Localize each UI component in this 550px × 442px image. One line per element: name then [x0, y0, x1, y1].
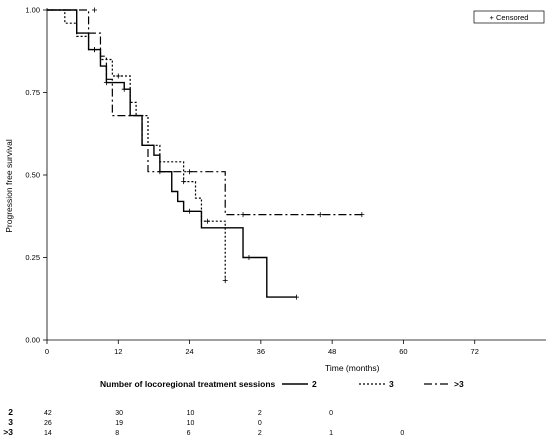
censored-legend-text: + Censored: [490, 13, 529, 22]
series-group: [47, 9, 228, 284]
risk-count: 6: [187, 430, 191, 437]
risk-count: 2: [258, 410, 262, 417]
y-tick-label: 0.50: [25, 171, 40, 180]
x-tick-label: 24: [185, 347, 193, 356]
legend-label: >3: [454, 379, 464, 389]
censor-mark: [181, 179, 187, 185]
chart-axes: 0.00 0.25 0.50 0.75 1.00 0 12 24 36 48 60 72: [25, 6, 546, 356]
series-line: [47, 9, 297, 298]
x-tick-label: 0: [45, 347, 49, 356]
legend-title: Number of locoregional treatment session…: [100, 379, 276, 389]
series-line: [47, 9, 226, 281]
series-line: [47, 9, 362, 216]
series-legend: Number of locoregional treatment session…: [100, 379, 464, 389]
censor-mark: [187, 169, 193, 175]
censor-mark: [92, 7, 98, 13]
y-tick-label: 0.25: [25, 253, 40, 262]
risk-count: 8: [115, 430, 119, 437]
risk-count: 30: [115, 410, 123, 417]
censor-mark: [115, 73, 121, 79]
series-group: [47, 7, 365, 218]
y-tick-label: 1.00: [25, 6, 40, 15]
x-tick-label: 36: [257, 347, 265, 356]
censor-mark: [103, 80, 109, 86]
risk-count: 26: [44, 420, 52, 427]
censor-mark: [359, 212, 365, 218]
risk-count: 2: [258, 430, 262, 437]
series-group: [47, 9, 299, 300]
x-axis-label: Time (months): [325, 363, 380, 373]
censor-mark: [294, 294, 299, 300]
censor-mark: [121, 86, 127, 92]
risk-group-label: 2: [8, 407, 13, 417]
series-layer: [47, 7, 365, 300]
y-tick-label: 0.00: [25, 336, 40, 345]
censor-mark: [187, 208, 193, 214]
risk-count: 1: [329, 430, 333, 437]
risk-count: 10: [187, 410, 195, 417]
risk-count: 0: [400, 430, 404, 437]
risk-count: 19: [115, 420, 123, 427]
risk-count: 14: [44, 430, 52, 437]
risk-count: 10: [187, 420, 195, 427]
censored-legend-box: + Censored: [473, 10, 545, 24]
x-tick-label: 60: [399, 347, 407, 356]
legend-label: 2: [312, 379, 317, 389]
y-axis-label: Progression free survival: [4, 139, 14, 233]
censor-mark: [222, 278, 228, 284]
censor-mark: [240, 212, 246, 218]
risk-count: 42: [44, 410, 52, 417]
risk-table: 2 42 30 10 2 03 26 19 10 0>3 14 8 6 2 1 0: [3, 407, 404, 437]
x-tick-label: 72: [471, 347, 479, 356]
censor-mark: [204, 218, 210, 224]
x-tick-label: 48: [328, 347, 336, 356]
censor-mark: [317, 212, 323, 218]
risk-count: 0: [329, 410, 333, 417]
censor-mark: [246, 255, 252, 260]
legend-label: 3: [389, 379, 394, 389]
censor-mark: [92, 47, 98, 53]
censored-legend-frame: [473, 10, 545, 24]
x-tick-label: 12: [114, 347, 122, 356]
risk-count: 0: [258, 420, 262, 427]
risk-group-label: 3: [8, 417, 13, 427]
y-tick-label: 0.75: [25, 88, 40, 97]
risk-group-label: >3: [3, 427, 13, 437]
